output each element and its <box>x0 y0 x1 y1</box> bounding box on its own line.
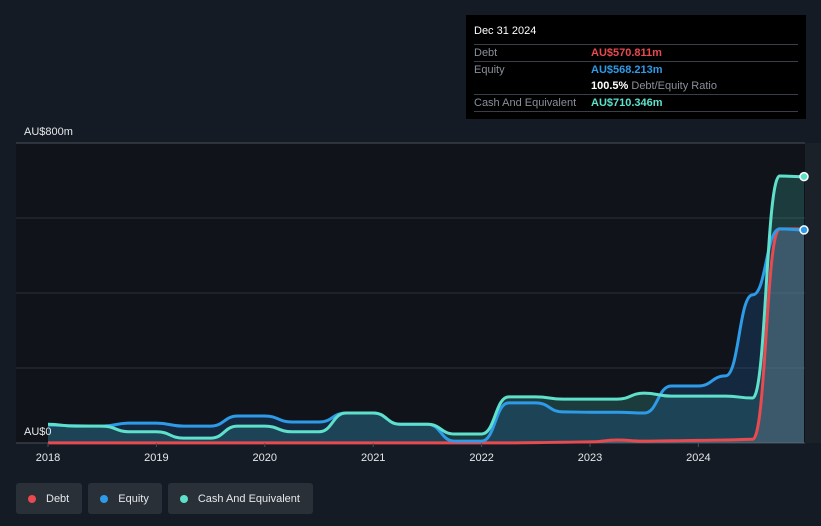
y-axis-label-max: AU$800m <box>24 126 73 138</box>
legend-dot-icon <box>28 494 36 503</box>
tooltip-value-equity: AU$568.213m <box>591 64 663 76</box>
tooltip-row-ratio: 100.5% Debt/Equity Ratio <box>474 78 798 95</box>
x-tick-label: 2018 <box>36 452 60 464</box>
x-axis: 2018 2019 2020 2021 2022 2023 2024 <box>36 443 711 464</box>
legend-label: Debt <box>46 492 70 505</box>
legend-label: Cash And Equivalent <box>197 492 300 505</box>
y-axis-label-zero: AU$0 <box>24 426 52 438</box>
future-strip <box>805 143 821 443</box>
tooltip-label: Cash And Equivalent <box>474 97 577 109</box>
tooltip-date: Dec 31 2024 <box>474 24 798 45</box>
legend: Debt Equity Cash And Equivalent <box>16 483 313 514</box>
legend-dot-icon <box>179 494 188 503</box>
legend-item-cash[interactable]: Cash And Equivalent <box>167 483 313 514</box>
x-tick-label: 2020 <box>253 452 277 464</box>
x-tick-label: 2023 <box>578 452 602 464</box>
series-lines <box>47 171 809 445</box>
tooltip-value-cash: AU$710.346m <box>591 97 663 109</box>
tooltip-row-debt: Debt AU$570.811m <box>474 45 798 62</box>
legend-item-debt[interactable]: Debt <box>16 483 83 514</box>
tooltip-value-debt: AU$570.811m <box>591 47 662 59</box>
tooltip-row-equity: Equity AU$568.213m <box>474 62 798 78</box>
area-cash-and-equivalent <box>48 176 804 443</box>
x-tick-label: 2022 <box>469 452 493 464</box>
endpoint-marker-icon <box>799 225 809 235</box>
tooltip: Dec 31 2024 Debt AU$570.811m Equity AU$5… <box>466 15 806 119</box>
area-equity <box>48 228 804 443</box>
series-areas <box>48 176 804 443</box>
endpoint-marker-icon <box>799 171 809 182</box>
legend-label: Equity <box>118 492 149 505</box>
legend-item-equity[interactable]: Equity <box>88 483 162 514</box>
tooltip-label: Debt <box>474 47 498 59</box>
line-debt <box>47 227 805 445</box>
legend-dot-icon <box>100 494 109 503</box>
x-tick-label: 2021 <box>361 452 385 464</box>
x-tick-label: 2019 <box>144 452 168 464</box>
line-cash-and-equivalent <box>47 174 805 440</box>
tooltip-label: Equity <box>474 64 505 76</box>
tooltip-ratio-value: 100.5% <box>591 80 629 92</box>
tooltip-row-cash: Cash And Equivalent AU$710.346m <box>474 95 798 112</box>
x-tick-label: 2024 <box>686 452 710 464</box>
tooltip-ratio-label: Debt/Equity Ratio <box>631 80 717 92</box>
